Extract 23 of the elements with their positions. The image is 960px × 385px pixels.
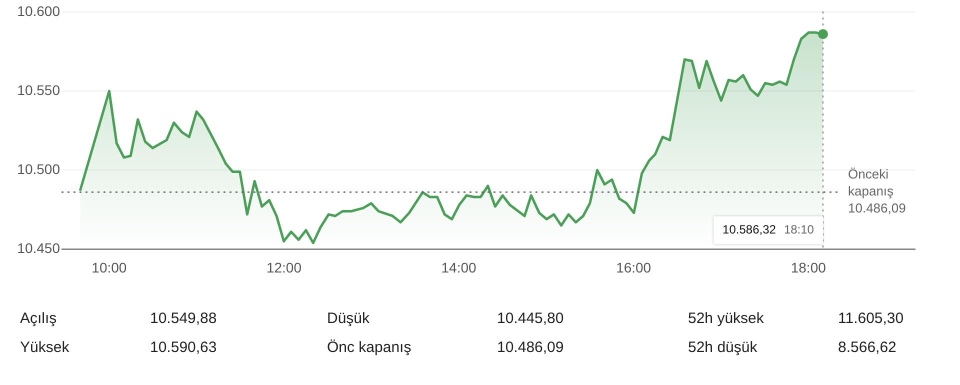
y-tick-label: 10.450: [17, 240, 60, 256]
text: Açılış: [20, 310, 58, 327]
x-tick-label: 10:00: [92, 259, 127, 276]
y-tick-label: 10.550: [17, 82, 60, 98]
x-tick-label: 16:00: [616, 259, 652, 276]
ref-line-label: Önceki kapanış 10.486,09: [848, 166, 906, 216]
text: 11.605,30: [838, 310, 905, 327]
text: 8.566,62: [838, 339, 898, 356]
annotation: 10.586,32 18:10: [722, 222, 814, 237]
text: 10.549,88: [150, 310, 218, 327]
x-tick-label: 12:00: [266, 259, 302, 276]
text: 10.445,80: [497, 310, 565, 327]
x-tick-label: 18:00: [790, 259, 826, 276]
y-tick-label: 10.500: [17, 160, 60, 177]
text: 10.486,09: [497, 339, 565, 356]
text: Yüksek: [20, 339, 70, 356]
text: 10.590,63: [150, 339, 218, 356]
y-tick-label: 10.600: [17, 2, 60, 19]
text: Düşük: [327, 310, 371, 327]
text: 52h düşük: [688, 339, 758, 356]
x-tick-label: 14:00: [441, 259, 477, 276]
text: 52h yüksek: [688, 310, 765, 327]
text: Önc kapanış: [327, 339, 412, 356]
